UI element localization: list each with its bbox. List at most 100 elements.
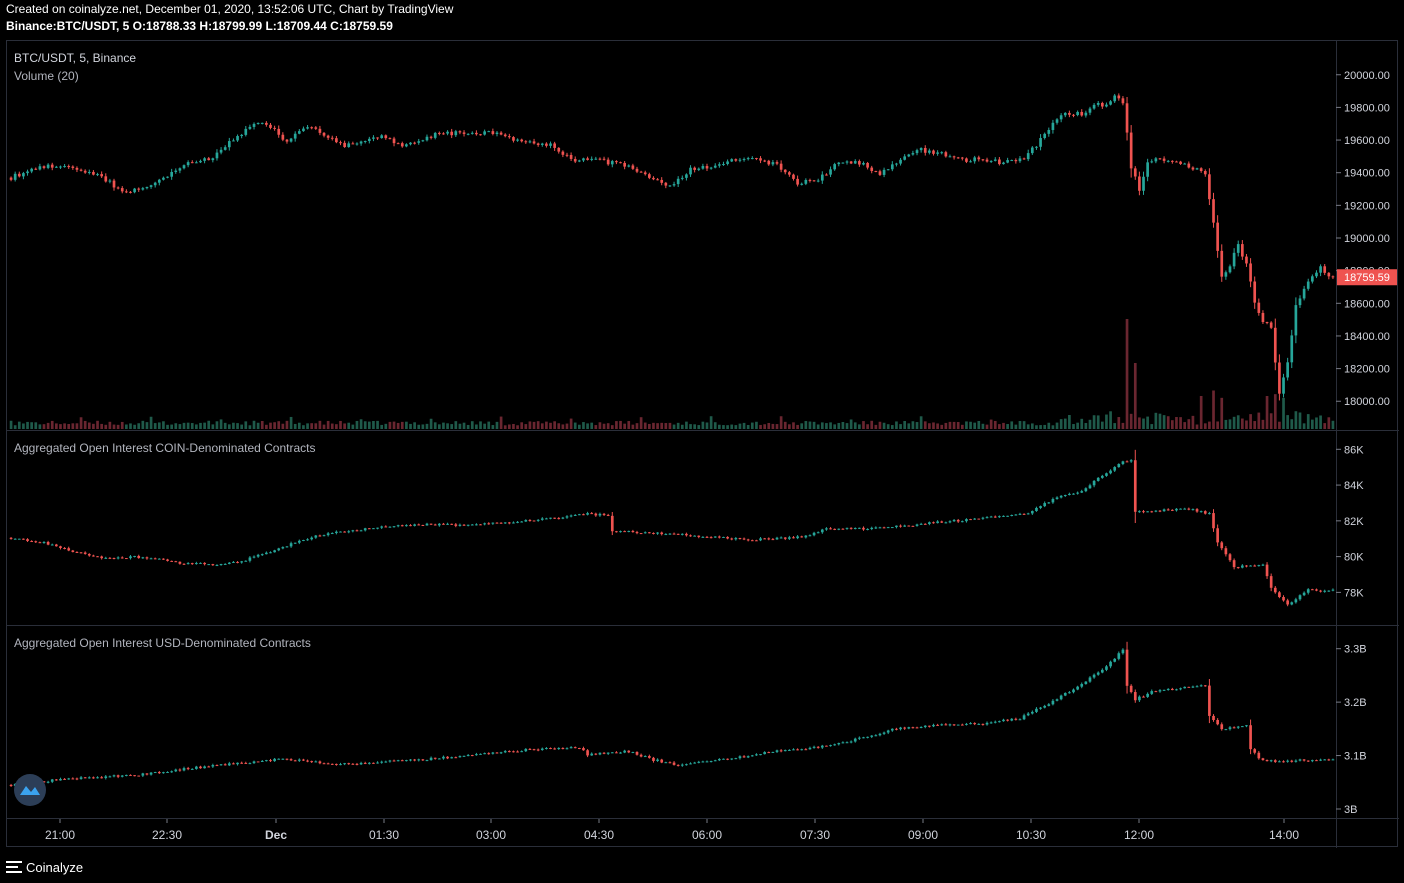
candle-body [195,766,198,769]
candle [322,762,326,765]
candle [1125,641,1129,694]
volume-bar [730,424,734,429]
candle-body [1261,312,1265,323]
candle-body [833,744,836,746]
volume-bar [1220,397,1224,429]
candle-body [59,546,62,549]
candle [137,187,141,192]
candle [1010,718,1014,722]
candle-body [755,540,758,542]
candle [549,517,552,520]
candle [343,531,346,533]
candle-body [870,527,874,530]
candle [796,175,799,187]
candle [1183,507,1187,510]
volume-bar [120,421,124,429]
candle [454,523,458,528]
candle [639,170,643,173]
candle-body [1261,564,1265,566]
candle-body [1302,288,1306,299]
candle [71,549,75,553]
candle-body [483,523,486,525]
candle [409,142,412,146]
candle-body [199,562,202,564]
candle [907,726,911,730]
volume-bar [400,421,404,429]
candle [1286,759,1289,763]
candle [932,723,935,728]
chart-svg[interactable]: 20000.0019800.0019600.0019400.0019200.00… [7,41,1399,848]
candle [495,130,499,137]
candle [1051,699,1055,706]
candle [783,749,787,752]
x-tick-label: 10:30 [1016,828,1046,842]
candle-body [693,535,696,537]
candle [709,536,713,539]
candle [417,138,421,145]
volume-bar [1154,412,1158,429]
candle-body [13,538,17,540]
candle-body [1150,511,1154,513]
candle-body [413,142,416,144]
candle [170,168,173,180]
volume-bar [652,422,655,429]
candle-body [166,176,169,178]
candle [1249,565,1252,567]
candle [767,751,771,754]
candle [458,130,462,135]
candle-body [351,530,355,532]
footer-brand[interactable]: Coinalyze [6,856,83,878]
chart-frame[interactable]: 20000.00 19800.00 19600.00 19400.00 19200.00… [6,40,1399,848]
candle [9,176,13,182]
candle [1241,240,1244,260]
candle [606,157,610,166]
candle-body [104,776,108,779]
candle-body [244,128,248,135]
candle [750,539,754,542]
candle [779,160,783,173]
candle [330,763,334,765]
candle [886,729,890,735]
candle [685,532,688,537]
candle-body [973,518,977,520]
volume-bar [166,424,169,429]
candle-body [882,527,886,529]
candle [450,756,454,759]
candle-body [973,157,977,162]
y-tick-label: 3.2B [1344,697,1367,709]
candle [413,758,416,762]
candle-body [643,756,647,758]
candle [392,526,396,528]
volume-bar [672,424,676,429]
candle [306,759,309,763]
candle [450,523,454,526]
candle [899,157,902,166]
candle-body [495,752,499,754]
candle [421,758,425,761]
coin-oi-candles [9,449,1335,607]
candle [1269,321,1273,330]
candle-body [244,762,248,764]
candle-body [1121,98,1125,104]
candle-body [862,162,865,165]
candle [726,159,729,166]
candle [590,752,594,756]
candle [1105,472,1108,477]
candle-body [923,148,927,153]
candle [1162,689,1166,691]
candle [166,771,169,773]
candle [372,528,375,530]
x-tick-label: 21:00 [45,828,75,842]
candle [499,131,503,136]
candle-body [137,555,141,559]
candle-body [203,766,206,769]
candle-body [335,531,338,534]
candle-body [1051,700,1055,705]
candle-body [491,522,495,524]
candle [998,515,1001,518]
candle-body [656,179,659,181]
candle [1100,474,1104,479]
volume-bar [1253,421,1257,429]
candle [289,758,293,761]
candle [55,165,58,168]
